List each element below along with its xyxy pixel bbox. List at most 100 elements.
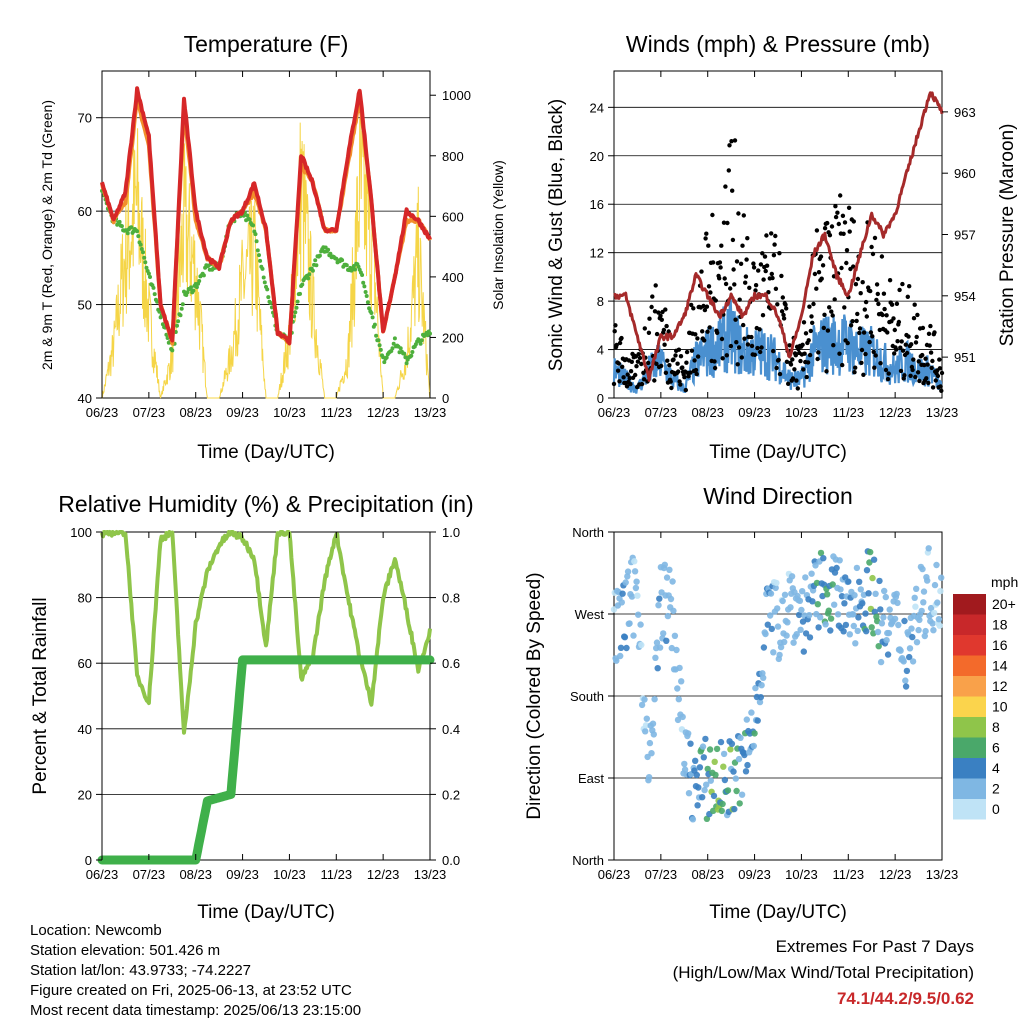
gust-point — [881, 291, 887, 296]
gust-point — [845, 340, 850, 346]
humidity-xlabel: Time (Day/UTC) — [197, 902, 335, 923]
gust-point — [924, 376, 929, 381]
gust-point — [775, 302, 780, 307]
direction-point — [692, 757, 699, 764]
gust-point — [736, 211, 741, 216]
gust-point — [868, 330, 874, 335]
direction-point — [674, 716, 682, 724]
direction-point — [656, 595, 663, 602]
dewpoint-point — [307, 272, 312, 277]
gust-point — [825, 220, 830, 226]
direction-point — [652, 654, 659, 661]
gust-point — [676, 347, 682, 352]
dewpoint-point — [179, 306, 184, 311]
gust-point — [873, 353, 878, 358]
dewpoint-point — [369, 311, 374, 315]
direction-point — [930, 627, 937, 634]
direction-xlabel: Time (Day/UTC) — [709, 902, 847, 923]
gust-point — [894, 347, 899, 352]
gust-point — [779, 309, 785, 314]
direction-point — [635, 611, 642, 618]
gust-point — [915, 312, 920, 318]
winds-panel: Winds (mph) & Pressure (mb) 0 4 8 12 16 20 24 9… — [546, 31, 1018, 463]
gust-point — [661, 327, 667, 333]
gust-point — [809, 314, 814, 319]
latlon-text: Station lat/lon: 43.9733; -74.2227 — [30, 962, 252, 979]
dewpoint-point — [362, 284, 367, 289]
direction-point — [883, 637, 890, 644]
direction-point — [938, 574, 945, 581]
direction-point — [774, 605, 781, 612]
gust-point — [625, 372, 630, 377]
direction-point — [703, 815, 711, 822]
legend-label: 0 — [992, 801, 1000, 817]
gust-point — [762, 254, 768, 259]
temp-xtick-label: 13/23 — [414, 405, 447, 420]
gust-point — [786, 381, 791, 386]
speed-color-legend: mph 20+ 18 16 14 12 10 8 6 4 2 0 — [953, 574, 1018, 820]
direction-point — [754, 717, 761, 724]
gust-point — [850, 319, 855, 324]
wind-xtick-label: 11/23 — [832, 405, 864, 420]
gust-point — [807, 352, 813, 358]
gust-point — [692, 358, 697, 363]
direction-point — [681, 760, 688, 768]
dir-xtick-label: 07/23 — [645, 867, 678, 882]
dewpoint-point — [298, 291, 302, 296]
direction-point — [656, 644, 664, 651]
direction-point — [878, 620, 886, 627]
direction-point — [893, 590, 900, 598]
rh-ytick-label: 40 — [78, 722, 92, 737]
gust-point — [719, 243, 724, 248]
direction-point — [777, 643, 785, 651]
gust-point — [659, 317, 664, 322]
direction-point — [642, 728, 649, 735]
dewpoint-point — [370, 315, 375, 320]
dewpoint-point — [419, 338, 424, 343]
gust-point — [683, 387, 688, 393]
legend-label: 2 — [992, 781, 1000, 797]
gust-point — [912, 302, 917, 307]
dewpoint-point — [391, 341, 396, 346]
dewpoint-point — [428, 331, 432, 336]
direction-point — [815, 624, 822, 631]
gust-point — [853, 282, 859, 287]
dewpoint-point — [344, 263, 349, 268]
gust-point — [932, 330, 937, 335]
gust-point — [776, 357, 781, 363]
gust-point — [770, 275, 775, 281]
gust-point — [633, 372, 638, 378]
gust-point — [613, 323, 618, 328]
gust-point — [781, 316, 787, 321]
direction-point — [921, 632, 928, 640]
dewpoint-point — [353, 267, 357, 272]
gust-point — [861, 330, 867, 335]
dewpoint-point — [197, 279, 202, 283]
direction-point — [638, 701, 646, 709]
direction-point — [870, 556, 878, 563]
gust-point — [787, 343, 792, 348]
gust-point — [621, 375, 626, 380]
gust-point — [857, 330, 862, 336]
direction-point — [857, 586, 864, 593]
gust-point — [806, 338, 811, 343]
gust-point — [634, 364, 639, 369]
direction-point — [736, 800, 743, 807]
gust-point — [760, 251, 765, 256]
dewpoint-point — [255, 248, 260, 253]
gust-point — [831, 343, 836, 348]
direction-point — [674, 685, 681, 692]
gust-point — [734, 259, 740, 264]
direction-point — [671, 632, 679, 639]
gust-point — [840, 362, 845, 368]
gust-point — [902, 373, 907, 378]
direction-point — [637, 621, 644, 628]
gust-point — [832, 297, 837, 302]
gust-point — [909, 342, 914, 347]
legend-swatch — [953, 594, 986, 615]
dewpoint-point — [392, 336, 397, 341]
gust-point — [875, 291, 880, 297]
rh-y2tick-label: 0.4 — [442, 722, 460, 737]
dewpoint-point — [178, 313, 183, 318]
direction-point — [912, 603, 919, 610]
